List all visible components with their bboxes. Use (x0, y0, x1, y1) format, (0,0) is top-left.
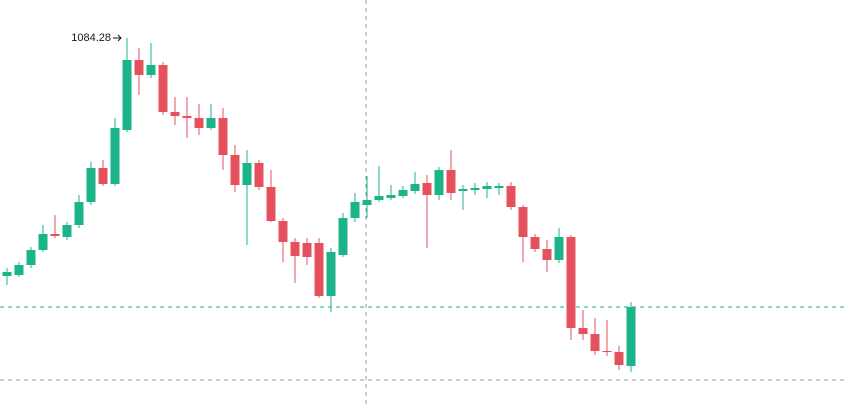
candle-body (62, 225, 72, 237)
candle-body (158, 65, 168, 112)
candle-body (446, 170, 456, 193)
candle-body (350, 202, 360, 218)
candle-body (134, 60, 144, 75)
candle-body (614, 352, 624, 365)
candle-body (74, 202, 84, 225)
candle-body (386, 195, 396, 198)
candle-body (254, 163, 264, 187)
candle-body (50, 234, 60, 236)
candle-body (542, 249, 552, 260)
candle-body (362, 200, 372, 205)
high-arrow (113, 34, 122, 42)
candle-body (494, 186, 504, 188)
high-label: 1084.28 (71, 32, 111, 44)
candle-body (422, 183, 432, 195)
candle-body (14, 265, 24, 275)
candle-body (398, 190, 408, 196)
candle-body (314, 243, 324, 296)
candle-body (590, 334, 600, 351)
candle-body (266, 187, 276, 221)
candle-body (602, 351, 612, 352)
candle-body (518, 207, 528, 237)
candle-body (122, 60, 132, 130)
candle-body (326, 252, 336, 296)
candle-body (434, 170, 444, 195)
candle-body (338, 218, 348, 255)
candle-body (170, 112, 180, 116)
candle-body (410, 184, 420, 191)
candle-body (566, 237, 576, 328)
candle-body (578, 328, 588, 334)
candle-body (2, 272, 12, 276)
candle-body (278, 221, 288, 242)
candle-body (290, 242, 300, 256)
candle-body (470, 188, 480, 190)
candle-body (194, 118, 204, 128)
candle-body (146, 65, 156, 75)
candle-body (530, 237, 540, 249)
candle-body (26, 250, 36, 265)
candle-body (110, 128, 120, 184)
candle-body (626, 307, 636, 366)
candle-body (242, 163, 252, 185)
candle-body (374, 196, 384, 200)
candle-body (506, 186, 516, 207)
candle-body (302, 243, 312, 257)
candle-body (218, 118, 228, 155)
candle-body (182, 116, 192, 118)
candle-body (86, 168, 96, 202)
candle-body (458, 189, 468, 191)
candle-body (554, 237, 564, 260)
candle-body (98, 168, 108, 184)
candle-body (482, 186, 492, 189)
candle-body (230, 155, 240, 185)
candle-body (206, 118, 216, 128)
candle-body (38, 234, 48, 250)
